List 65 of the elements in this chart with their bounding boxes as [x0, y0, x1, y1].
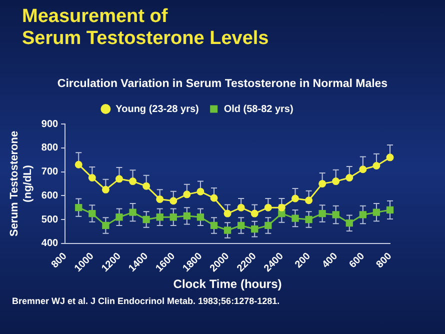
y-axis-title: Serum Testosterone (ng/dL) [8, 130, 34, 236]
y-tick-label: 800 [41, 142, 59, 154]
point [372, 162, 380, 170]
point [332, 178, 340, 186]
point [210, 194, 218, 202]
point [359, 166, 367, 174]
y-tick-label: 600 [41, 190, 59, 202]
point [102, 222, 110, 230]
point [74, 160, 82, 168]
text: Bremner WJ et al. J Clin Endocrinol Metab. 1983;56:1278-1281. [12, 296, 280, 306]
point [156, 214, 164, 221]
point [305, 196, 313, 204]
point [88, 210, 96, 218]
point [224, 210, 232, 218]
point [278, 204, 286, 212]
point [332, 211, 340, 218]
point [372, 208, 380, 216]
point [102, 186, 110, 194]
point [224, 226, 232, 234]
point [196, 188, 204, 196]
point [346, 220, 353, 227]
point [386, 206, 394, 214]
point [251, 225, 258, 233]
point [88, 174, 96, 182]
point [292, 214, 299, 222]
legend-label: Old (58-82 yrs) [224, 104, 294, 115]
point [142, 216, 150, 224]
point [238, 222, 245, 230]
x-tick-label: 800 [374, 250, 394, 270]
point [129, 208, 136, 216]
y-tick-label: 900 [41, 118, 59, 130]
point [116, 214, 123, 221]
point [237, 204, 245, 212]
chart-title: Measurement of Serum Testosterone Levels [22, 6, 269, 50]
point [318, 180, 326, 188]
point [264, 204, 272, 212]
x-tick-label: 400 [320, 250, 340, 270]
point [291, 194, 299, 202]
point [210, 222, 218, 230]
point [75, 204, 82, 212]
point [156, 195, 164, 203]
x-tick-label: 600 [347, 250, 368, 270]
point [183, 190, 191, 198]
point [142, 182, 150, 190]
point [183, 212, 191, 220]
y-tick-label: 500 [41, 214, 59, 226]
point [359, 211, 366, 218]
legend-label: Young (23-28 yrs) [116, 104, 199, 115]
point [170, 214, 177, 221]
point [115, 175, 123, 183]
point [250, 210, 258, 218]
x-axis-title: Clock Time (hours) [173, 277, 282, 292]
point [196, 214, 204, 221]
point [129, 178, 137, 186]
point [278, 210, 286, 218]
y-tick-label: 700 [41, 166, 59, 178]
y-tick-label: 400 [41, 238, 59, 250]
point [318, 210, 326, 218]
point [386, 154, 394, 162]
point [305, 216, 312, 224]
point [264, 222, 272, 230]
point [170, 197, 178, 205]
x-tick-label: 200 [293, 250, 314, 270]
point [346, 174, 354, 182]
chart-subtitle: Circulation Variation in Serum Testosterone in Normal Males [56, 78, 389, 90]
